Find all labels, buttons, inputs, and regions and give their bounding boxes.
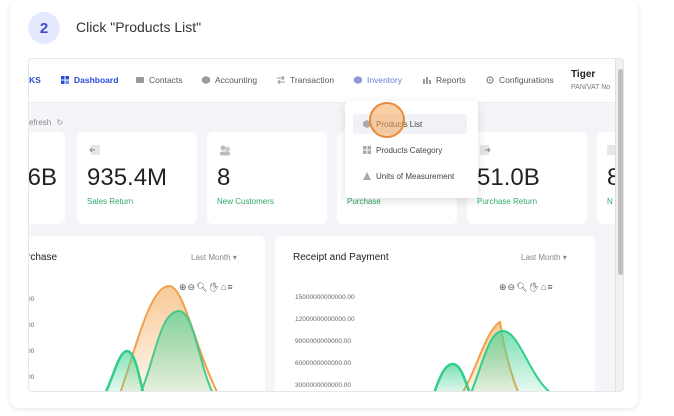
nav-dashboard[interactable]: Dashboard	[61, 75, 118, 85]
period-label: Last Month	[521, 253, 561, 262]
menu-icon[interactable]: ≡	[227, 282, 234, 292]
menu-item-label: Products Category	[376, 145, 443, 155]
app-screenshot: KS Dashboard Contacts Accounting Transac…	[28, 58, 624, 392]
y-tick: 00	[29, 348, 35, 355]
menu-item-products-category[interactable]: Products Category	[353, 140, 467, 160]
stat-value: 5.6B	[28, 164, 57, 191]
nav-label: Accounting	[215, 75, 258, 85]
panel-title: Receipt and Payment	[293, 252, 389, 263]
scrollbar[interactable]	[615, 59, 623, 391]
refresh-label: efresh	[29, 118, 52, 127]
refresh-link[interactable]: efresh ↻	[29, 118, 63, 127]
zoom-out-icon[interactable]: ⊖	[507, 282, 517, 292]
chart-toolbar: ⊕⊖🔍︎✋︎⌂≡	[499, 282, 554, 293]
nav-reports[interactable]: Reports	[423, 75, 466, 85]
return-icon	[89, 145, 100, 155]
triangle-icon	[363, 172, 371, 180]
menu-item-units-of-measurement[interactable]: Units of Measurement	[353, 166, 467, 186]
logo-fragment[interactable]: KS	[29, 75, 41, 85]
stat-label: Sales Return	[87, 197, 134, 206]
y-tick: 00	[29, 296, 35, 303]
magnify-icon[interactable]: 🔍︎	[196, 282, 209, 292]
stat-label: Purchase Return	[477, 197, 538, 206]
nav-inventory[interactable]: Inventory	[354, 75, 402, 85]
panel-title: rchase	[28, 252, 58, 263]
stat-value: 8	[217, 164, 231, 191]
series-area	[140, 309, 213, 391]
user-subtitle: PAN/VAT No	[571, 84, 611, 91]
magnify-icon[interactable]: 🔍︎	[516, 282, 529, 292]
click-indicator	[369, 102, 405, 138]
purchase-chart	[104, 284, 218, 391]
nav-label: Contacts	[149, 75, 183, 85]
nav-label: Inventory	[367, 75, 402, 85]
receipt-payment-chart	[433, 320, 551, 391]
zoom-in-icon[interactable]: ⊕	[499, 282, 508, 292]
stat-card: 5.6B	[28, 132, 65, 224]
step-instruction: Click "Products List"	[76, 19, 202, 35]
stat-card-purchase-return: 51.0B Purchase Return	[467, 132, 587, 224]
y-tick: 15000000000000.00	[295, 294, 355, 301]
box-icon	[354, 76, 362, 84]
nav-accounting[interactable]: Accounting	[202, 75, 257, 85]
chevron-down-icon: ▾	[232, 253, 237, 262]
nav-configurations[interactable]: Configurations	[486, 75, 554, 85]
purchase-panel: rchase Last Month ▾ ⊕⊖🔍︎✋︎⌂≡ 00 00 00 00	[28, 236, 265, 391]
stat-value: 935.4M	[87, 164, 168, 191]
chart-icon	[423, 77, 431, 84]
top-navbar: KS Dashboard Contacts Accounting Transac…	[29, 59, 615, 103]
stat-value: 51.0B	[477, 164, 540, 191]
gear-icon	[486, 76, 494, 84]
nav-transaction[interactable]: Transaction	[277, 75, 334, 85]
contacts-icon	[136, 77, 144, 83]
stat-label: New Customers	[217, 197, 274, 206]
step-number-badge: 2	[28, 12, 60, 44]
doc-icon	[607, 145, 616, 155]
grid-icon	[61, 76, 69, 84]
refresh-icon: ↻	[56, 118, 64, 127]
nav-label: Reports	[436, 75, 466, 85]
series-area	[104, 349, 145, 391]
pan-icon[interactable]: ✋︎	[208, 282, 221, 292]
home-icon[interactable]: ⌂	[220, 282, 228, 292]
stat-label: N	[607, 197, 613, 206]
nav-contacts[interactable]: Contacts	[136, 75, 183, 85]
menu-icon[interactable]: ≡	[547, 282, 554, 292]
series-area	[433, 362, 471, 391]
period-select[interactable]: Last Month ▾	[521, 253, 567, 262]
cube-icon	[202, 76, 210, 84]
nav-label: Transaction	[290, 75, 335, 85]
scrollbar-thumb[interactable]	[618, 69, 623, 275]
chevron-down-icon: ▾	[562, 253, 567, 262]
receipt-payment-panel: Receipt and Payment Last Month ▾ ⊕⊖🔍︎✋︎⌂…	[275, 236, 595, 391]
stat-label: Purchase	[347, 197, 381, 206]
nav-label: Configurations	[499, 75, 554, 85]
y-tick: 00	[29, 374, 35, 381]
y-tick: 00	[29, 322, 35, 329]
users-icon	[220, 145, 230, 156]
nav-label: Dashboard	[74, 75, 119, 85]
zoom-out-icon[interactable]: ⊖	[187, 282, 197, 292]
user-name[interactable]: Tiger	[571, 69, 596, 80]
y-tick: 6000000000000.00	[295, 360, 352, 367]
pan-icon[interactable]: ✋︎	[528, 282, 541, 292]
inventory-dropdown-menu: Products List Products Category Units of…	[345, 101, 478, 198]
home-icon[interactable]: ⌂	[540, 282, 548, 292]
stat-card-sales-return: 935.4M Sales Return	[77, 132, 197, 224]
period-label: Last Month	[191, 253, 231, 262]
chart-toolbar: ⊕⊖🔍︎✋︎⌂≡	[179, 282, 234, 293]
stat-card-new-customers: 8 New Customers	[207, 132, 327, 224]
return-icon	[480, 145, 491, 155]
series-area	[470, 329, 551, 391]
y-tick: 3000000000000.00	[295, 382, 352, 389]
zoom-in-icon[interactable]: ⊕	[179, 282, 188, 292]
menu-item-label: Units of Measurement	[376, 171, 455, 181]
y-tick: 12000000000000.00	[295, 316, 355, 323]
swap-icon	[277, 76, 285, 84]
grid-icon	[363, 146, 371, 154]
period-select[interactable]: Last Month ▾	[191, 253, 237, 262]
y-tick: 9000000000000.00	[295, 338, 352, 345]
